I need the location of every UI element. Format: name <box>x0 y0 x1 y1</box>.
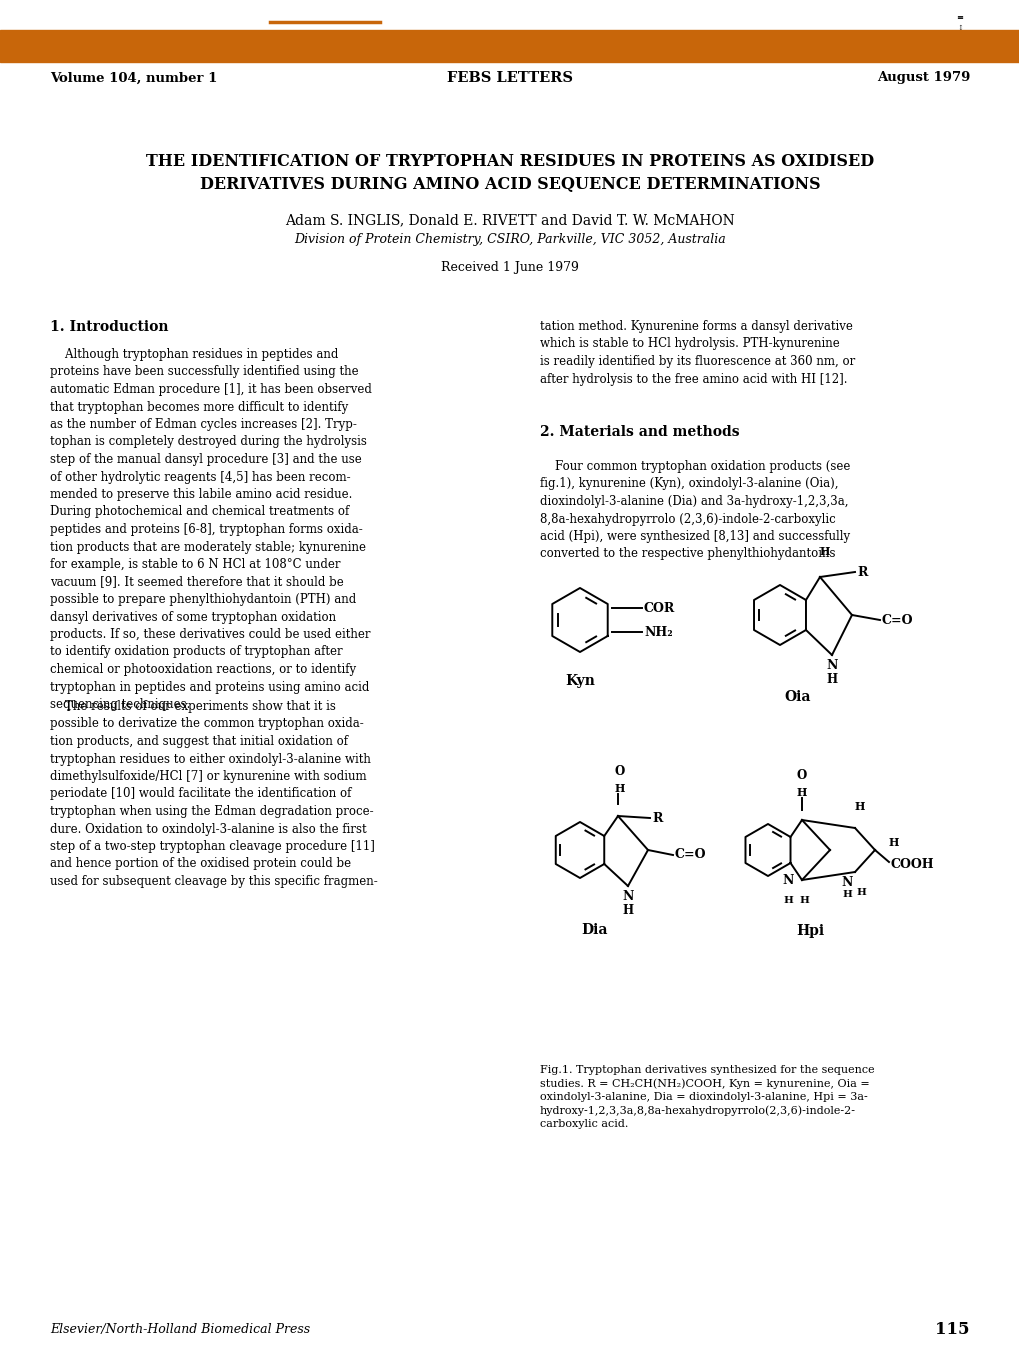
Text: N: N <box>622 889 633 903</box>
Text: N: N <box>825 660 837 672</box>
Text: ≡: ≡ <box>956 14 963 22</box>
Bar <box>0 30 1019 63</box>
Text: tation method. Kynurenine forms a dansyl derivative
which is stable to HCl hydro: tation method. Kynurenine forms a dansyl… <box>539 320 854 385</box>
Text: NH₂: NH₂ <box>643 626 673 638</box>
Text: Adam S. INGLIS, Donald E. RIVETT and David T. W. McMAHON: Adam S. INGLIS, Donald E. RIVETT and Dav… <box>285 214 734 227</box>
Text: N: N <box>841 876 852 889</box>
Text: H: H <box>783 896 792 904</box>
Text: N: N <box>782 873 793 887</box>
Text: Fig.1. Tryptophan derivatives synthesized for the sequence
studies. R = CH₂CH(NH: Fig.1. Tryptophan derivatives synthesize… <box>539 1065 873 1129</box>
Text: H: H <box>622 904 633 917</box>
Text: O: O <box>796 768 806 782</box>
Text: August 1979: August 1979 <box>875 72 969 84</box>
Text: H: H <box>854 801 864 812</box>
Text: 115: 115 <box>934 1322 969 1338</box>
Text: Oia: Oia <box>784 690 810 704</box>
Text: H: H <box>819 545 829 558</box>
Text: DERIVATIVES DURING AMINO ACID SEQUENCE DETERMINATIONS: DERIVATIVES DURING AMINO ACID SEQUENCE D… <box>200 177 819 193</box>
Text: Kyn: Kyn <box>565 675 594 688</box>
Text: R: R <box>651 812 661 824</box>
Text: FEBS LETTERS: FEBS LETTERS <box>446 71 573 84</box>
Text: The results of our experiments show that it is
possible to derivatize the common: The results of our experiments show that… <box>50 700 377 888</box>
Text: Hpi: Hpi <box>795 923 823 938</box>
Text: H: H <box>796 787 806 798</box>
Text: COR: COR <box>643 601 675 615</box>
Text: H: H <box>614 783 625 794</box>
Text: Received 1 June 1979: Received 1 June 1979 <box>440 261 579 275</box>
Text: Although tryptophan residues in peptides and
proteins have been successfully ide: Although tryptophan residues in peptides… <box>50 348 372 711</box>
Text: C=O: C=O <box>675 849 706 861</box>
Text: Division of Protein Chemistry, CSIRO, Parkville, VIC 3052, Australia: Division of Protein Chemistry, CSIRO, Pa… <box>293 234 726 246</box>
Text: Volume 104, number 1: Volume 104, number 1 <box>50 72 217 84</box>
Text: THE IDENTIFICATION OF TRYPTOPHAN RESIDUES IN PROTEINS AS OXIDISED: THE IDENTIFICATION OF TRYPTOPHAN RESIDUE… <box>146 154 873 170</box>
Text: Dia: Dia <box>581 923 607 937</box>
Text: H: H <box>889 836 899 847</box>
Text: H: H <box>825 673 837 685</box>
Text: R: R <box>856 566 866 578</box>
Text: Elsevier/North-Holland Biomedical Press: Elsevier/North-Holland Biomedical Press <box>50 1323 310 1337</box>
Text: 1. Introduction: 1. Introduction <box>50 320 168 335</box>
Text: H: H <box>842 889 851 899</box>
Text: O: O <box>614 764 625 778</box>
Text: C=O: C=O <box>881 613 913 627</box>
Text: 2. Materials and methods: 2. Materials and methods <box>539 424 739 439</box>
Text: H: H <box>798 896 808 904</box>
Text: H: H <box>855 888 865 898</box>
Text: Four common tryptophan oxidation products (see
fig.1), kynurenine (Kyn), oxindol: Four common tryptophan oxidation product… <box>539 460 850 560</box>
Text: ↕: ↕ <box>956 24 962 33</box>
Text: COOH: COOH <box>891 858 933 870</box>
